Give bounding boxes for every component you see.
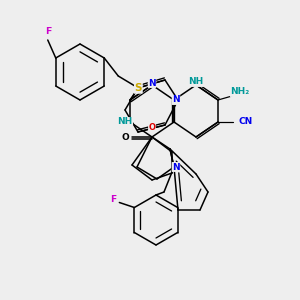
Text: F: F	[110, 195, 116, 204]
Text: O: O	[121, 133, 129, 142]
Text: F: F	[45, 28, 51, 37]
Text: NH₂: NH₂	[230, 88, 250, 97]
Text: NH: NH	[188, 77, 204, 86]
Text: N: N	[172, 95, 180, 104]
Text: O: O	[148, 124, 155, 133]
Text: S: S	[134, 83, 142, 93]
Text: N: N	[172, 163, 180, 172]
Text: CN: CN	[239, 118, 253, 127]
Text: F: F	[45, 28, 51, 37]
Text: S: S	[134, 83, 142, 93]
Text: NH: NH	[117, 118, 133, 127]
Text: N: N	[148, 79, 156, 88]
